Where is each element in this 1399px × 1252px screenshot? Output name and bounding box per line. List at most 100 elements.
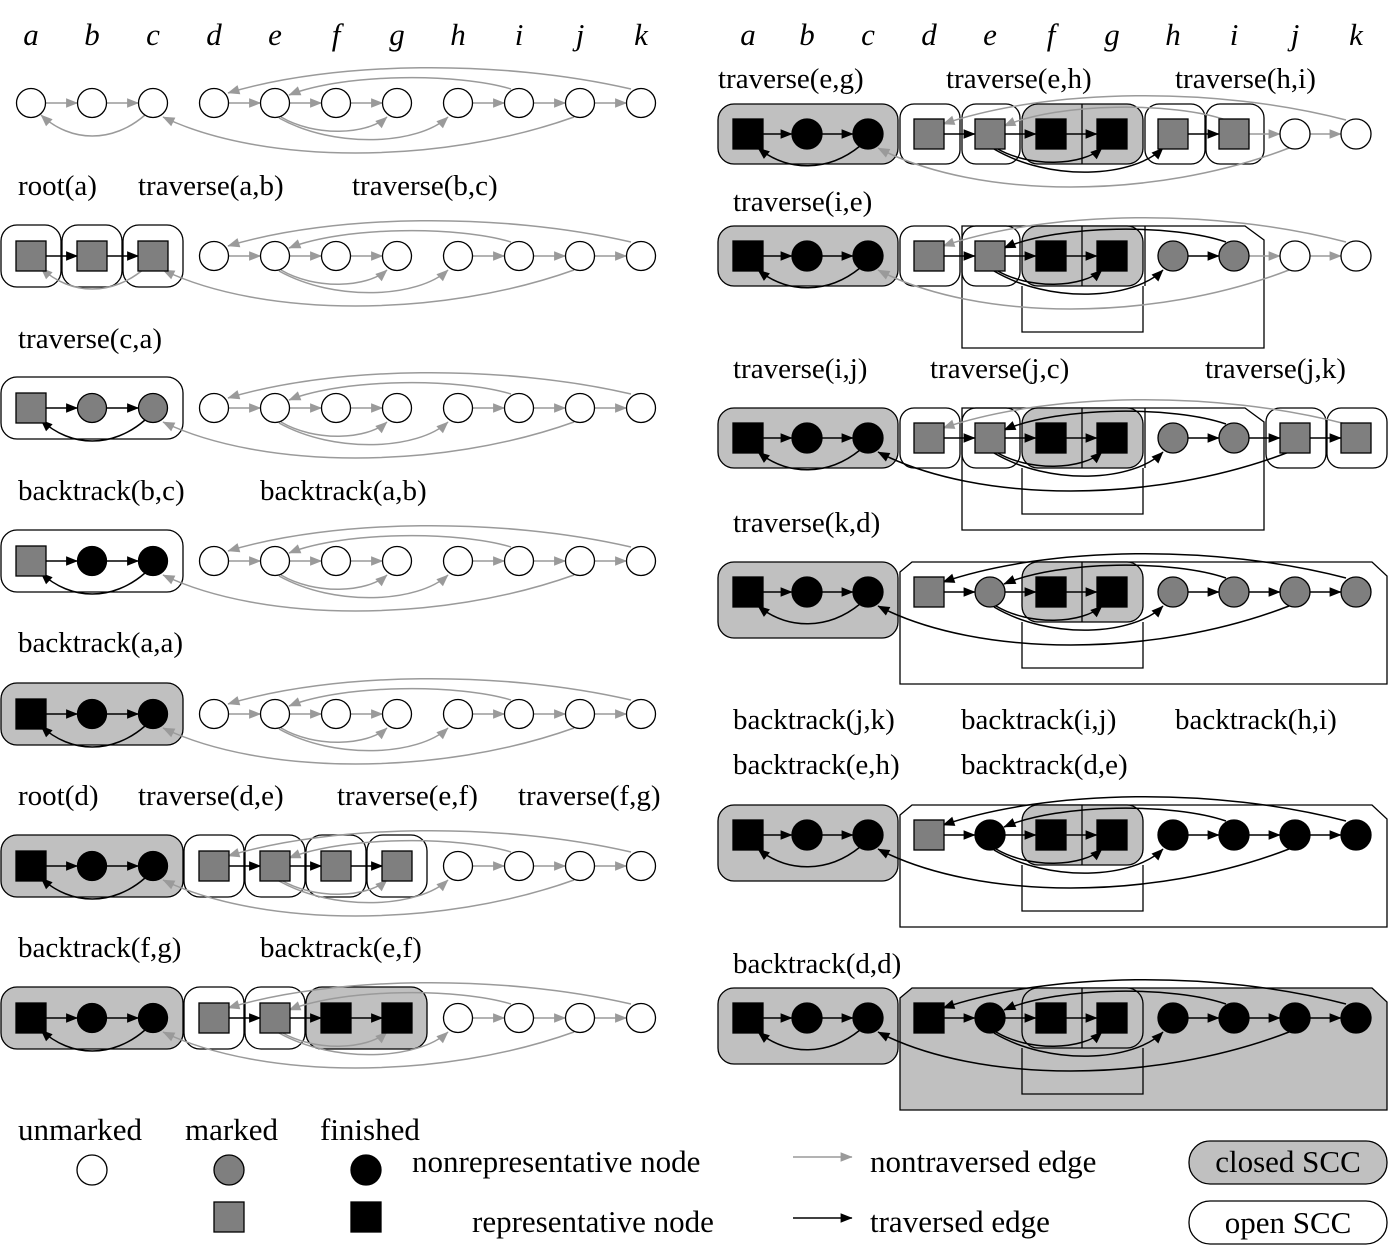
edge-c-a <box>40 572 146 595</box>
edge-k-d <box>942 94 1347 125</box>
node-d-rep <box>913 1002 945 1034</box>
edge-j-c <box>877 451 1290 492</box>
node-i <box>503 87 535 119</box>
column-letter-a: a <box>23 17 39 52</box>
step-caption: traverse(b,c) <box>352 170 498 202</box>
node-k <box>625 698 657 730</box>
node-f-rep <box>320 1002 352 1034</box>
node-a-rep <box>15 392 47 424</box>
open-scc-region <box>899 804 1388 928</box>
edge-i-e <box>1003 990 1227 1011</box>
left-panel-3: traverse(c,a) <box>0 323 657 459</box>
column-header-left: a b c d e f g h i j k <box>23 17 649 52</box>
node-e <box>259 545 291 577</box>
step-caption: root(a) <box>18 170 97 202</box>
legend-traversed-label: traversed edge <box>870 1204 1050 1239</box>
step-caption: backtrack(j,k) <box>733 704 895 736</box>
legend-nontraversed-label: nontraversed edge <box>870 1144 1096 1179</box>
node-i <box>1218 576 1250 608</box>
edge-i-e <box>288 534 512 554</box>
node-k <box>625 1002 657 1034</box>
edge-e-g <box>995 1031 1103 1047</box>
edge-k-d <box>942 795 1347 826</box>
node-j <box>1279 118 1311 150</box>
column-letter-i: i <box>515 17 524 52</box>
node-h <box>1157 576 1189 608</box>
node-k <box>625 240 657 272</box>
edge-j-c <box>877 147 1290 188</box>
edge-e-h <box>278 727 449 752</box>
edge-e-g <box>280 116 388 132</box>
edge-e-h <box>278 421 449 446</box>
edge-c-a <box>757 145 861 167</box>
edge-e-g <box>280 574 388 590</box>
node-a-rep <box>15 545 47 577</box>
node-b <box>76 545 108 577</box>
column-letter-b: b <box>799 17 815 52</box>
edge-e-g <box>995 848 1103 864</box>
node-b <box>76 392 108 424</box>
step-caption: traverse(a,b) <box>138 170 284 202</box>
edge-i-e <box>288 76 512 96</box>
edge-k-d <box>227 66 632 95</box>
legend: unmarked marked finished nonrepresentati… <box>18 1112 1388 1245</box>
node-d <box>198 545 230 577</box>
left-panel-2: root(a) traverse(a,b) traverse(b,c) <box>0 170 657 307</box>
column-letter-g: g <box>1104 17 1120 52</box>
edge-c-a <box>757 603 861 625</box>
column-letter-k: k <box>1349 17 1364 52</box>
step-caption: traverse(j,c) <box>930 353 1069 385</box>
node-e-rep <box>259 850 291 882</box>
step-caption: backtrack(f,g) <box>18 932 181 964</box>
node-c <box>137 850 169 882</box>
node-a-rep <box>15 240 47 272</box>
node-b <box>791 118 823 150</box>
node-d <box>198 698 230 730</box>
node-c <box>852 422 884 454</box>
nested-scc-outline <box>1021 468 1144 515</box>
step-caption: backtrack(d,d) <box>733 948 901 980</box>
column-letter-j: j <box>1287 17 1300 52</box>
legend-rep-node-label: representative node <box>472 1204 714 1239</box>
node-c <box>852 240 884 272</box>
node-d <box>198 240 230 272</box>
column-letter-g: g <box>389 17 405 52</box>
node-j <box>564 392 596 424</box>
edge-k-d <box>227 829 632 858</box>
node-k <box>1340 576 1372 608</box>
node-b <box>791 422 823 454</box>
edge-j-c <box>877 605 1290 646</box>
node-d-rep <box>913 240 945 272</box>
column-letter-j: j <box>572 17 585 52</box>
edge-e-h <box>278 574 449 599</box>
legend-finished-node <box>350 1154 382 1186</box>
edge-i-e <box>1003 106 1227 127</box>
edge-c-a <box>40 419 146 442</box>
step-caption: backtrack(h,i) <box>1175 704 1337 736</box>
column-letter-c: c <box>146 17 160 52</box>
edge-e-h <box>278 1031 449 1056</box>
step-caption: backtrack(e,h) <box>733 749 900 781</box>
node-g-rep <box>1096 118 1128 150</box>
nested-scc-outline <box>1021 1048 1144 1095</box>
edge-e-g <box>280 269 388 285</box>
edge-i-e <box>1003 410 1227 431</box>
step-caption: traverse(e,h) <box>946 63 1092 95</box>
node-f <box>320 392 352 424</box>
node-f-rep <box>1035 240 1067 272</box>
node-e-rep <box>974 422 1006 454</box>
node-b <box>76 698 108 730</box>
node-f-rep <box>1035 819 1067 851</box>
node-c <box>137 545 169 577</box>
node-e <box>259 87 291 119</box>
node-d-rep <box>913 819 945 851</box>
node-f-rep <box>1035 576 1067 608</box>
node-c <box>852 819 884 851</box>
edge-k-d <box>942 978 1347 1009</box>
node-e <box>974 576 1006 608</box>
legend-marked-label: marked <box>185 1112 278 1147</box>
step-caption: traverse(c,a) <box>18 323 162 355</box>
legend-open-scc-box <box>1188 1200 1388 1245</box>
edge-c-a <box>757 1029 861 1051</box>
